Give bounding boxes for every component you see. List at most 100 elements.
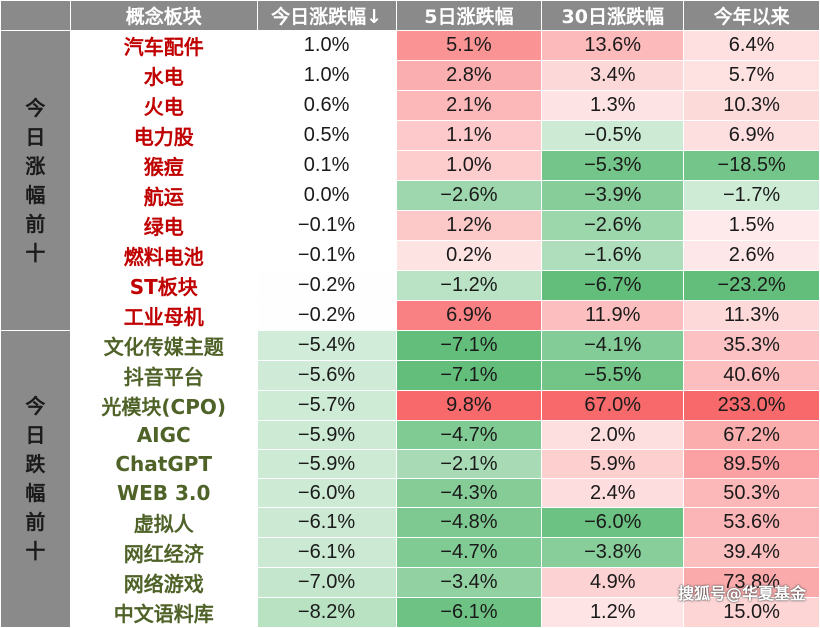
- header-sector: 概念板块: [69, 0, 258, 31]
- ytd-change-cell: −1.7%: [683, 180, 820, 211]
- five-day-change-cell: −1.2%: [395, 270, 543, 301]
- header-ytd-change: 今年以来: [683, 0, 820, 31]
- thirty-day-change-cell: 2.4%: [541, 478, 685, 508]
- table-row: AIGC −5.9% −4.7% 2.0% 67.2%: [1, 420, 820, 450]
- sector-name-cell: 虚拟人: [69, 507, 258, 538]
- sector-name-cell: 网络游戏: [69, 567, 258, 598]
- table-row: 今日涨幅前十汽车配件 1.0% 5.1% 13.6% 6.4%: [0, 30, 820, 331]
- thirty-day-change-cell: 5.9%: [541, 449, 685, 479]
- ytd-change-cell: 50.3%: [683, 478, 820, 508]
- ytd-change-cell: 35.3%: [683, 330, 820, 361]
- header-30day-change: 30日涨跌幅: [541, 0, 685, 31]
- ytd-change-cell: 53.6%: [683, 507, 820, 538]
- thirty-day-change-cell: −6.0%: [541, 507, 685, 538]
- header-row: 概念板块 今日涨跌幅↓ 5日涨跌幅 30日涨跌幅 今年以来: [0, 0, 820, 31]
- table-row: 水电 1.0% 2.8% 3.4% 5.7%: [1, 60, 820, 91]
- today-change-cell: −8.2%: [256, 597, 397, 628]
- ytd-change-cell: 73.8%: [683, 567, 820, 598]
- today-change-cell: −5.4%: [256, 330, 397, 361]
- sector-name-cell: 航运: [69, 180, 258, 211]
- table-row: 电力股 0.5% 1.1% −0.5% 6.9%: [1, 120, 820, 151]
- thirty-day-change-cell: −3.8%: [541, 537, 685, 568]
- thirty-day-change-cell: −2.6%: [541, 210, 685, 241]
- five-day-change-cell: 1.1%: [395, 120, 543, 151]
- ytd-change-cell: −18.5%: [683, 150, 820, 181]
- ytd-change-cell: 233.0%: [683, 390, 820, 421]
- ytd-change-cell: 6.9%: [683, 120, 820, 151]
- thirty-day-change-cell: −0.5%: [541, 120, 685, 151]
- sector-name-cell: 绿电: [69, 210, 258, 241]
- sector-name-cell: 文化传媒主题: [69, 330, 258, 361]
- sector-name-cell: 网红经济: [69, 537, 258, 568]
- today-change-cell: −5.7%: [256, 390, 397, 421]
- header-corner: [0, 0, 71, 31]
- sector-name-cell: 抖音平台: [69, 360, 258, 391]
- group-label-gainers: 今日涨幅前十: [0, 30, 71, 331]
- five-day-change-cell: −6.1%: [395, 597, 543, 628]
- ytd-change-cell: 10.3%: [683, 90, 820, 121]
- five-day-change-cell: −7.1%: [395, 360, 543, 391]
- thirty-day-change-cell: −1.6%: [541, 240, 685, 271]
- thirty-day-change-cell: −5.5%: [541, 360, 685, 391]
- five-day-change-cell: 2.1%: [395, 90, 543, 121]
- watermark: 搜狐号@华夏基金: [677, 584, 806, 603]
- thirty-day-change-cell: 1.2%: [541, 597, 685, 628]
- ytd-change-cell: 6.4%: [683, 30, 820, 61]
- sector-name-cell: ChatGPT: [69, 449, 258, 479]
- table-row: 工业母机 −0.2% 6.9% 11.9% 11.3%: [1, 300, 820, 331]
- ytd-change-cell: 89.5%: [683, 449, 820, 479]
- thirty-day-change-cell: 1.3%: [541, 90, 685, 121]
- ytd-change-cell: 2.6%: [683, 240, 820, 271]
- table-row: WEB 3.0 −6.0% −4.3% 2.4% 50.3%: [1, 478, 820, 508]
- ytd-change-cell: 40.6%: [683, 360, 820, 391]
- thirty-day-change-cell: 13.6%: [541, 30, 685, 61]
- sector-name-cell: 燃料电池: [69, 240, 258, 271]
- today-change-cell: −0.2%: [256, 300, 397, 331]
- thirty-day-change-cell: 2.0%: [541, 420, 685, 450]
- five-day-change-cell: −4.7%: [395, 537, 543, 568]
- sector-name-cell: 电力股: [69, 120, 258, 151]
- table-row: ST板块 −0.2% −1.2% −6.7% −23.2%: [1, 270, 820, 301]
- table-row: 航运 0.0% −2.6% −3.9% −1.7%: [1, 180, 820, 211]
- table-row: 绿电 −0.1% 1.2% −2.6% 1.5%: [1, 210, 820, 241]
- table-row: 网红经济 −6.1% −4.7% −3.8% 39.4%: [1, 537, 820, 568]
- today-change-cell: 1.0%: [256, 30, 397, 61]
- sector-name-cell: 猴痘: [69, 150, 258, 181]
- today-change-cell: −5.9%: [256, 449, 397, 479]
- table-row: 今日跌幅前十文化传媒主题 −5.4% −7.1% −4.1% 35.3%: [0, 330, 820, 628]
- sector-name-cell: AIGC: [69, 420, 258, 450]
- table-row: 抖音平台 −5.6% −7.1% −5.5% 40.6%: [1, 360, 820, 391]
- sector-name-cell: 中文语料库: [69, 597, 258, 628]
- sector-name-cell: 水电: [69, 60, 258, 91]
- ytd-change-cell: 67.2%: [683, 420, 820, 450]
- thirty-day-change-cell: 4.9%: [541, 567, 685, 598]
- five-day-change-cell: −2.1%: [395, 449, 543, 479]
- five-day-change-cell: 6.9%: [395, 300, 543, 331]
- five-day-change-cell: −4.8%: [395, 507, 543, 538]
- sector-name-cell: ST板块: [69, 270, 258, 301]
- table-row: 火电 0.6% 2.1% 1.3% 10.3%: [1, 90, 820, 121]
- thirty-day-change-cell: −3.9%: [541, 180, 685, 211]
- table-row: 燃料电池 −0.1% 0.2% −1.6% 2.6%: [1, 240, 820, 271]
- sector-name-cell: 火电: [69, 90, 258, 121]
- ytd-change-cell: 5.7%: [683, 60, 820, 91]
- header-today-change: 今日涨跌幅↓: [256, 0, 397, 31]
- thirty-day-change-cell: 11.9%: [541, 300, 685, 331]
- sector-name-cell: 工业母机: [69, 300, 258, 331]
- group-label-losers: 今日跌幅前十: [0, 330, 71, 628]
- today-change-cell: −0.1%: [256, 240, 397, 271]
- five-day-change-cell: −4.7%: [395, 420, 543, 450]
- five-day-change-cell: 1.0%: [395, 150, 543, 181]
- sector-name-cell: WEB 3.0: [69, 478, 258, 508]
- today-change-cell: 0.1%: [256, 150, 397, 181]
- today-change-cell: 0.6%: [256, 90, 397, 121]
- header-5day-change: 5日涨跌幅: [395, 0, 543, 31]
- ytd-change-cell: 11.3%: [683, 300, 820, 331]
- five-day-change-cell: −7.1%: [395, 330, 543, 361]
- five-day-change-cell: −3.4%: [395, 567, 543, 598]
- sector-name-cell: 光模块(CPO): [69, 390, 258, 421]
- five-day-change-cell: −4.3%: [395, 478, 543, 508]
- today-change-cell: −5.6%: [256, 360, 397, 391]
- today-change-cell: −6.1%: [256, 507, 397, 538]
